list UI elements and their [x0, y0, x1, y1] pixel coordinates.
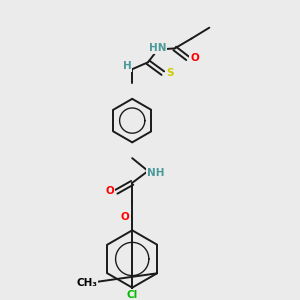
Text: HN: HN — [149, 44, 167, 53]
Text: S: S — [166, 68, 173, 78]
Text: O: O — [190, 53, 199, 63]
Text: NH: NH — [147, 168, 165, 178]
Text: CH₃: CH₃ — [76, 278, 97, 288]
Text: Cl: Cl — [127, 290, 138, 300]
Text: O: O — [105, 186, 114, 196]
Text: O: O — [121, 212, 130, 223]
Text: H: H — [123, 61, 132, 71]
